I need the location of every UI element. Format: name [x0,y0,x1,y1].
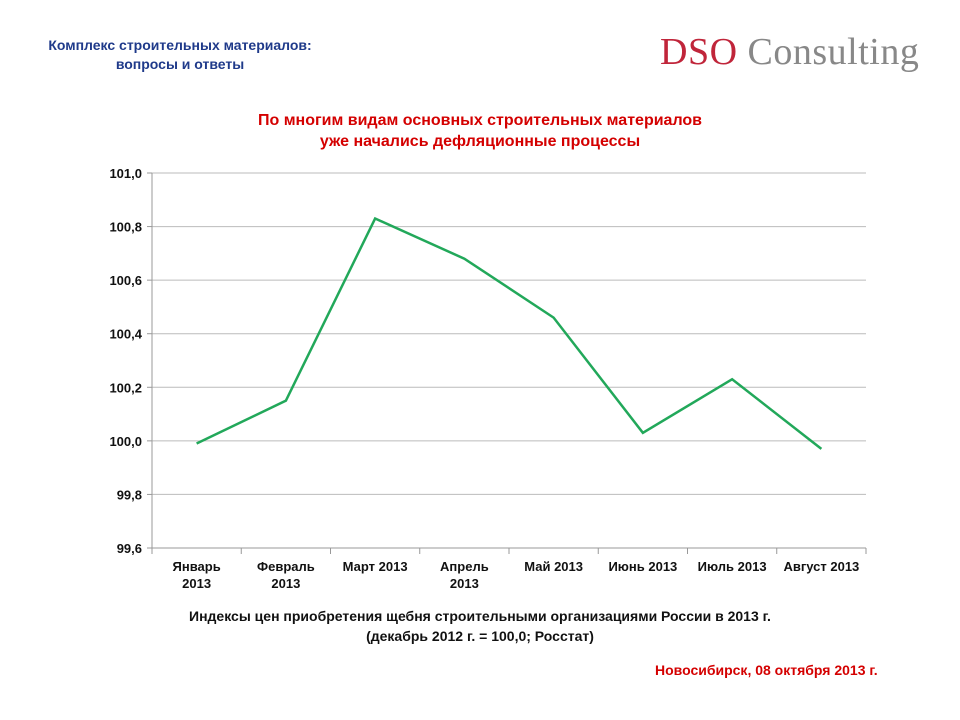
chart-caption: Индексы цен приобретения щебня строитель… [0,606,960,646]
footer-location-date: Новосибирск, 08 октября 2013 г. [655,662,878,678]
x-tick-label: 2013 [182,576,211,591]
x-tick-label: 2013 [271,576,300,591]
x-tick-label: Август 2013 [783,559,859,574]
x-tick-label: Январь [173,559,221,574]
y-tick-label: 101,0 [109,166,142,181]
slide-title: По многим видам основных строительных ма… [0,110,960,152]
y-tick-label: 99,6 [117,541,142,556]
header: Комплекс строительных материалов: вопросы… [0,36,360,74]
caption-line1: Индексы цен приобретения щебня строитель… [189,608,771,624]
y-tick-label: 100,8 [109,220,142,235]
x-tick-label: Июль 2013 [698,559,767,574]
y-tick-label: 100,2 [109,380,142,395]
x-tick-label: Февраль [257,559,315,574]
x-tick-label: Март 2013 [343,559,408,574]
x-tick-label: Апрель [440,559,489,574]
caption-line2: (декабрь 2012 г. = 100,0; Росстат) [366,628,594,644]
header-line1: Комплекс строительных материалов: [48,37,312,53]
logo-consulting: Consulting [737,31,920,73]
y-tick-label: 100,6 [109,273,142,288]
logo-dso: DSO [660,31,738,73]
slide-title-line1: По многим видам основных строительных ма… [257,112,703,129]
y-tick-label: 100,4 [109,327,142,342]
y-tick-label: 100,0 [109,434,142,449]
y-tick-label: 99,8 [117,487,142,502]
x-tick-label: Май 2013 [524,559,583,574]
x-tick-label: Июнь 2013 [608,559,677,574]
header-line2: вопросы и ответы [115,56,245,72]
slide-title-line2: уже начались дефляционные процессы [319,133,641,150]
logo: DSO Consulting [660,30,919,74]
series-line [196,216,823,450]
x-tick-label: 2013 [450,576,479,591]
